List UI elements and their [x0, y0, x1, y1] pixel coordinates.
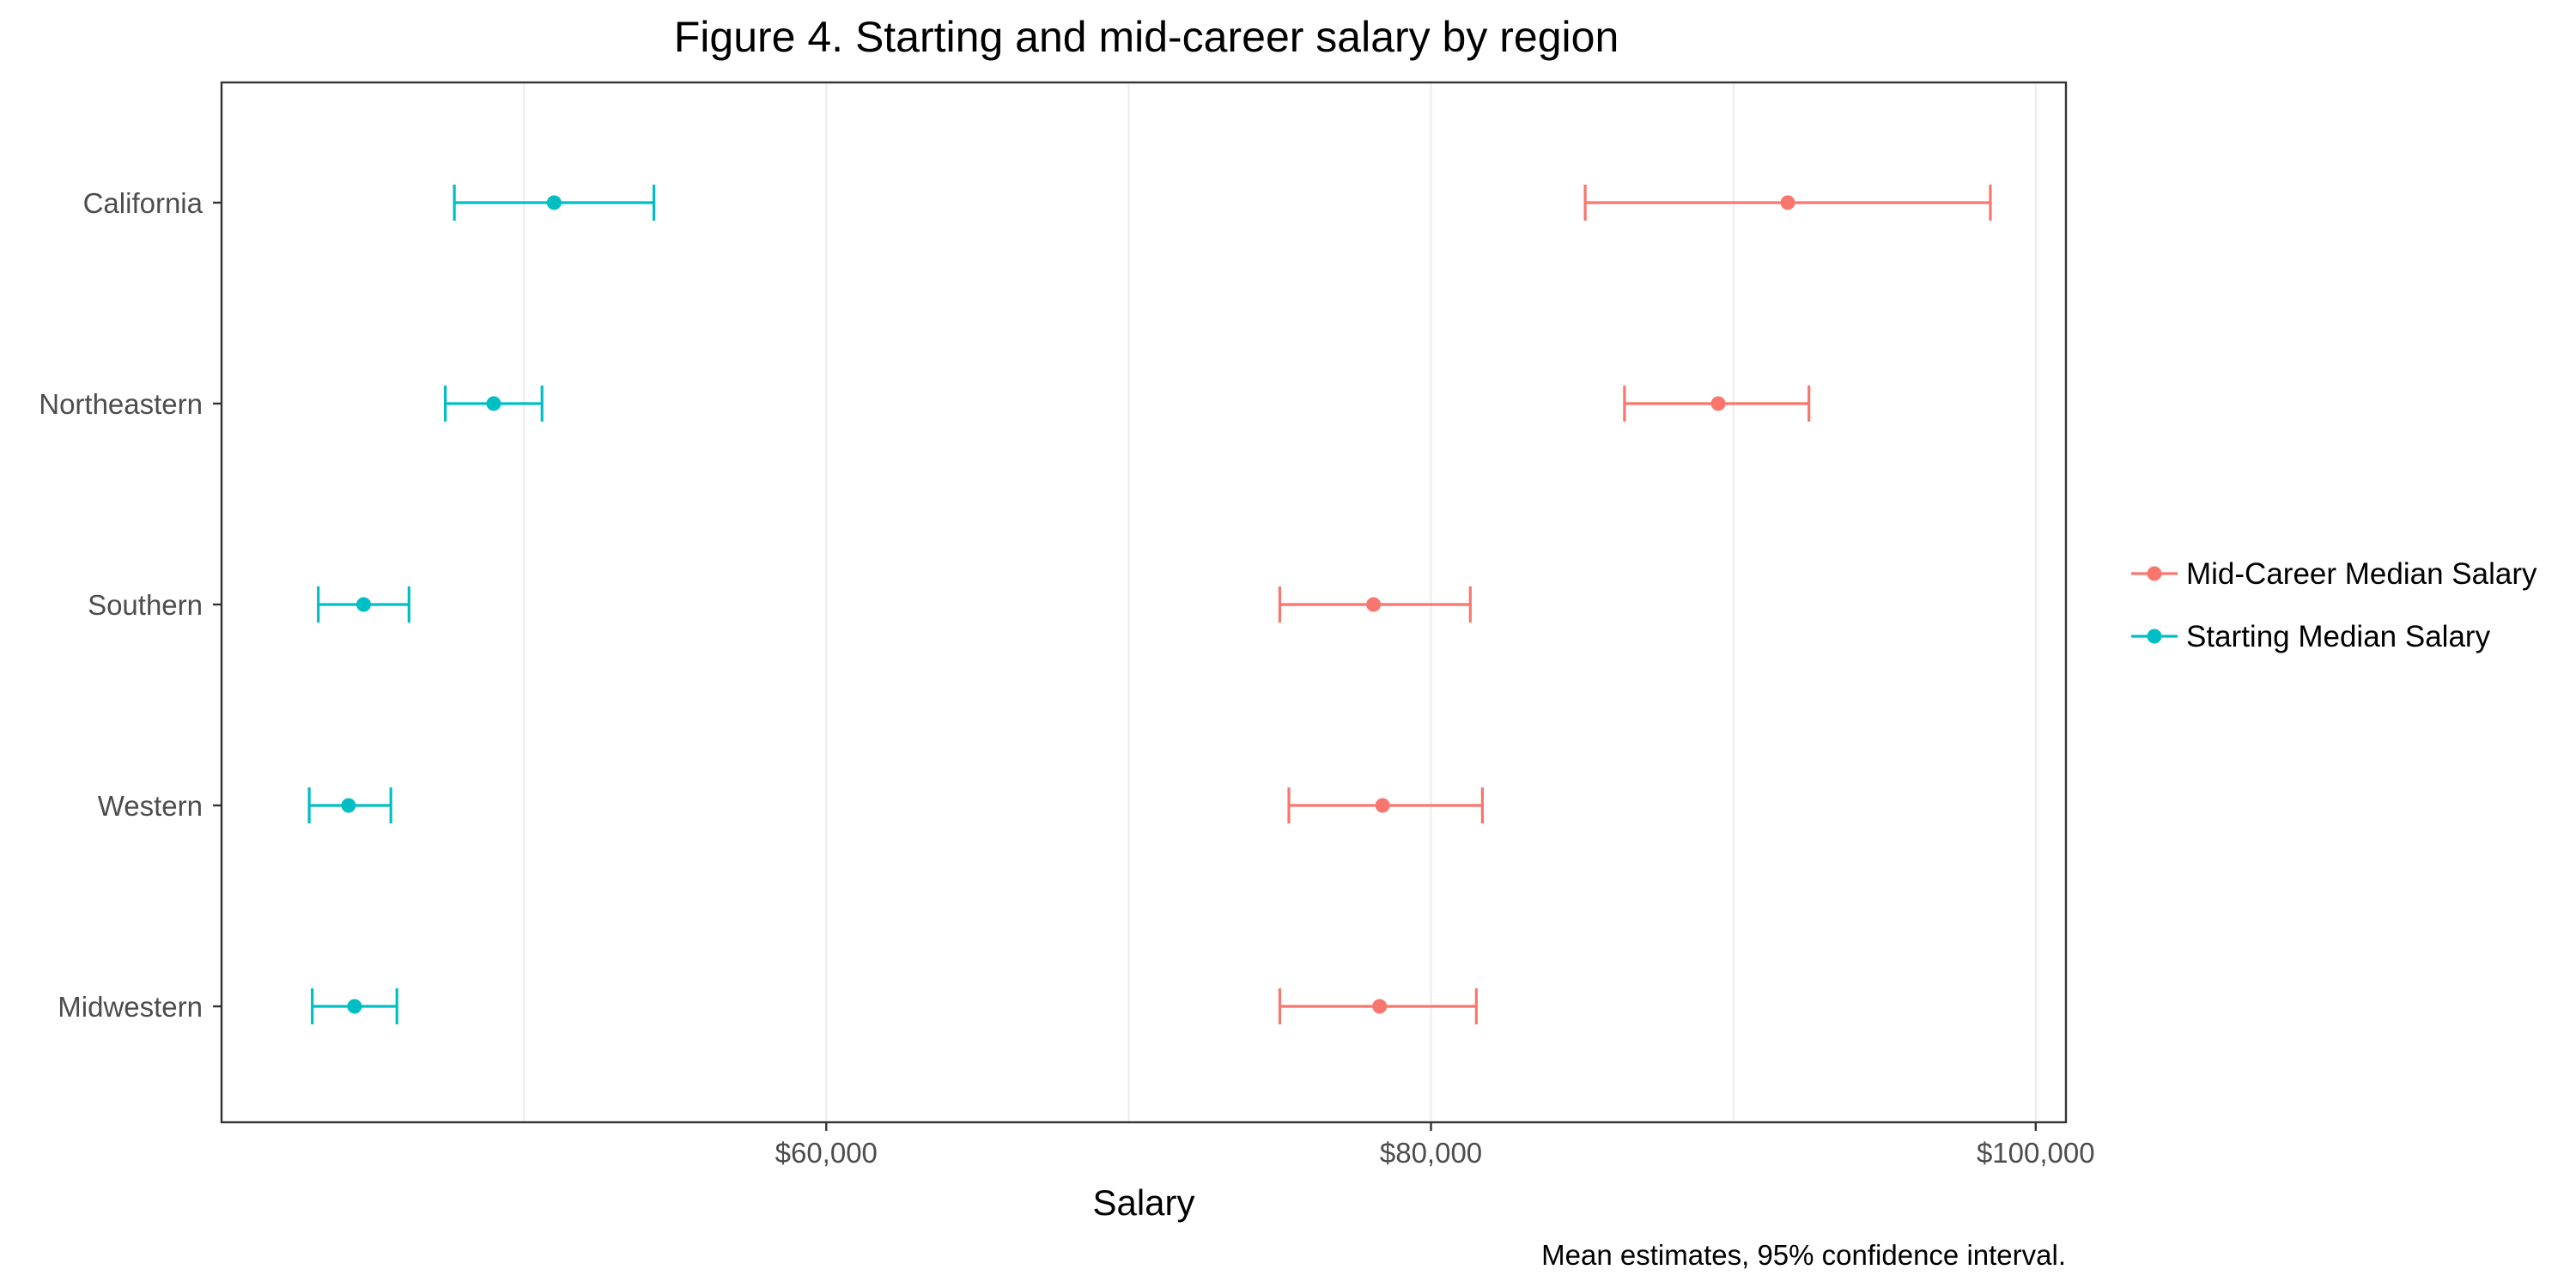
legend: Mid-Career Median Salary Starting Median … [2131, 557, 2537, 653]
chart-caption: Mean estimates, 95% confidence interval. [1541, 1239, 2066, 1271]
plot-panel [220, 81, 2068, 1124]
y-tick-label: Western [98, 790, 203, 822]
estimate-point [546, 195, 562, 210]
x-axis: $60,000 $80,000 $100,000 [775, 1122, 2095, 1169]
estimate-point [1366, 597, 1382, 612]
x-tick-label: $60,000 [775, 1137, 878, 1169]
plot-border [220, 81, 2068, 1124]
chart-title: Figure 4. Starting and mid-career salary… [674, 13, 1619, 61]
estimate-point [356, 597, 372, 612]
legend-key-point [2147, 566, 2162, 581]
x-tick-label: $80,000 [1380, 1137, 1482, 1169]
y-tick-label: Northeastern [39, 388, 203, 420]
legend-key-point [2147, 629, 2162, 644]
y-tick-label: Southern [88, 589, 203, 621]
legend-label: Starting Median Salary [2186, 620, 2491, 653]
legend-label: Mid-Career Median Salary [2186, 557, 2537, 591]
y-tick-label: Midwestern [58, 991, 203, 1023]
x-axis-title: Salary [1092, 1182, 1194, 1223]
estimate-point [1780, 195, 1795, 210]
legend-item: Mid-Career Median Salary [2131, 557, 2537, 591]
estimate-point [347, 999, 362, 1014]
data-marks [307, 185, 1992, 1024]
y-axis: California Northeastern Southern Western Mid… [39, 187, 222, 1023]
series-starting [307, 185, 656, 1024]
gridlines [523, 84, 2037, 1121]
y-tick-label: California [83, 187, 204, 219]
x-tick-label: $100,000 [1977, 1137, 2095, 1169]
estimate-point [1372, 999, 1388, 1014]
estimate-point [341, 798, 356, 813]
estimate-point [1375, 798, 1390, 813]
estimate-point [1710, 396, 1726, 411]
series-mid-career [1278, 185, 1992, 1024]
estimate-point [486, 396, 501, 411]
legend-item: Starting Median Salary [2131, 620, 2491, 653]
